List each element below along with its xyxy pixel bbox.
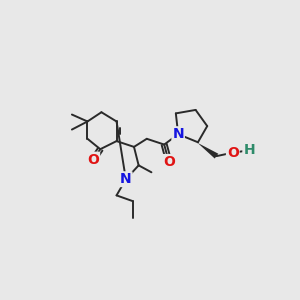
Polygon shape [197, 143, 218, 158]
Text: N: N [120, 172, 132, 186]
Text: O: O [87, 153, 99, 166]
Text: N: N [172, 127, 184, 141]
Text: O: O [227, 146, 239, 160]
Text: H: H [243, 143, 255, 157]
Text: O: O [163, 155, 175, 169]
